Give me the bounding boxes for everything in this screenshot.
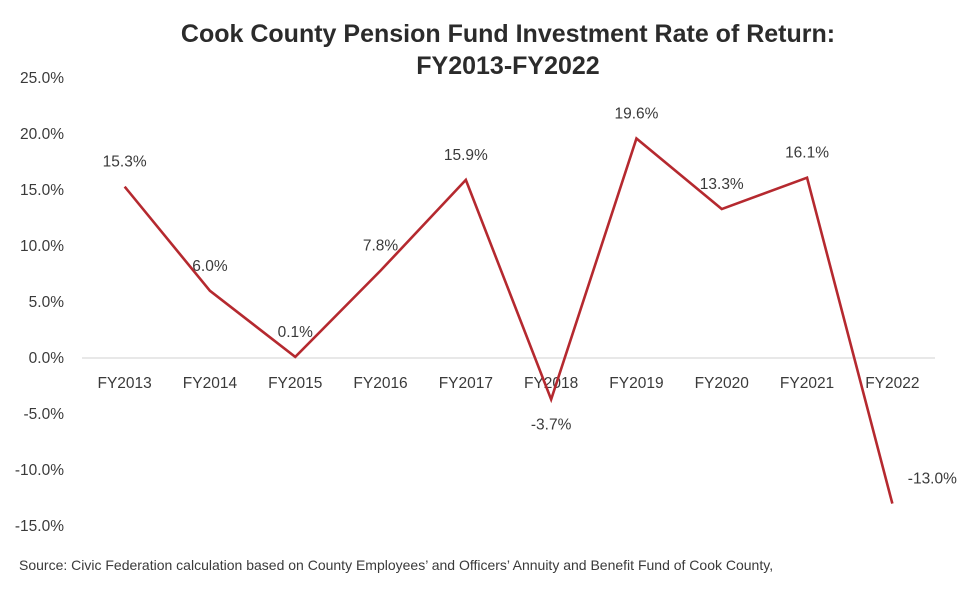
y-tick-label: 5.0% [29,294,65,311]
x-tick-label: FY2017 [439,375,493,392]
data-label: 19.6% [614,105,658,122]
y-tick-label: -5.0% [24,406,65,423]
data-labels: 15.3% 6.0% 0.1% 7.8% 15.9% -3.7% 19.6% 13.3% 16.… [103,105,957,487]
chart-title-line2: FY2013-FY2022 [416,52,599,80]
data-label: -3.7% [531,416,572,433]
data-label: 0.1% [278,324,314,341]
x-tick-label: FY2020 [695,375,750,392]
x-tick-label: FY2019 [609,375,663,392]
x-tick-label: FY2014 [183,375,238,392]
data-label: 6.0% [192,258,228,275]
x-tick-label: FY2015 [268,375,322,392]
series-line [123,136,894,504]
x-axis: FY2013 FY2014 FY2015 FY2016 FY2017 FY2018 FY20… [98,375,920,392]
chart-title-line1: Cook County Pension Fund Investment Rate… [181,20,835,48]
y-tick-label: 15.0% [20,182,64,199]
y-tick-label: 0.0% [29,350,65,367]
source-note: Source: Civic Federation calculation bas… [19,557,773,573]
x-tick-label: FY2018 [524,375,578,392]
y-tick-label: -10.0% [15,462,64,479]
x-tick-label: FY2016 [353,375,407,392]
data-label: 7.8% [363,238,399,255]
y-tick-label: 10.0% [20,238,64,255]
y-tick-label: 25.0% [20,70,64,87]
y-tick-label: 20.0% [20,126,64,143]
data-label: 16.1% [785,145,829,162]
data-label: 13.3% [700,176,744,193]
data-label: -13.0% [908,471,957,488]
data-label: 15.3% [103,154,147,171]
data-label: 15.9% [444,147,488,164]
x-tick-label: FY2022 [865,375,919,392]
y-axis: 25.0% 20.0% 15.0% 10.0% 5.0% 0.0% -5.0% -10.0% -… [15,70,64,535]
x-tick-label: FY2013 [98,375,152,392]
y-tick-label: -15.0% [15,518,64,535]
x-tick-label: FY2021 [780,375,834,392]
